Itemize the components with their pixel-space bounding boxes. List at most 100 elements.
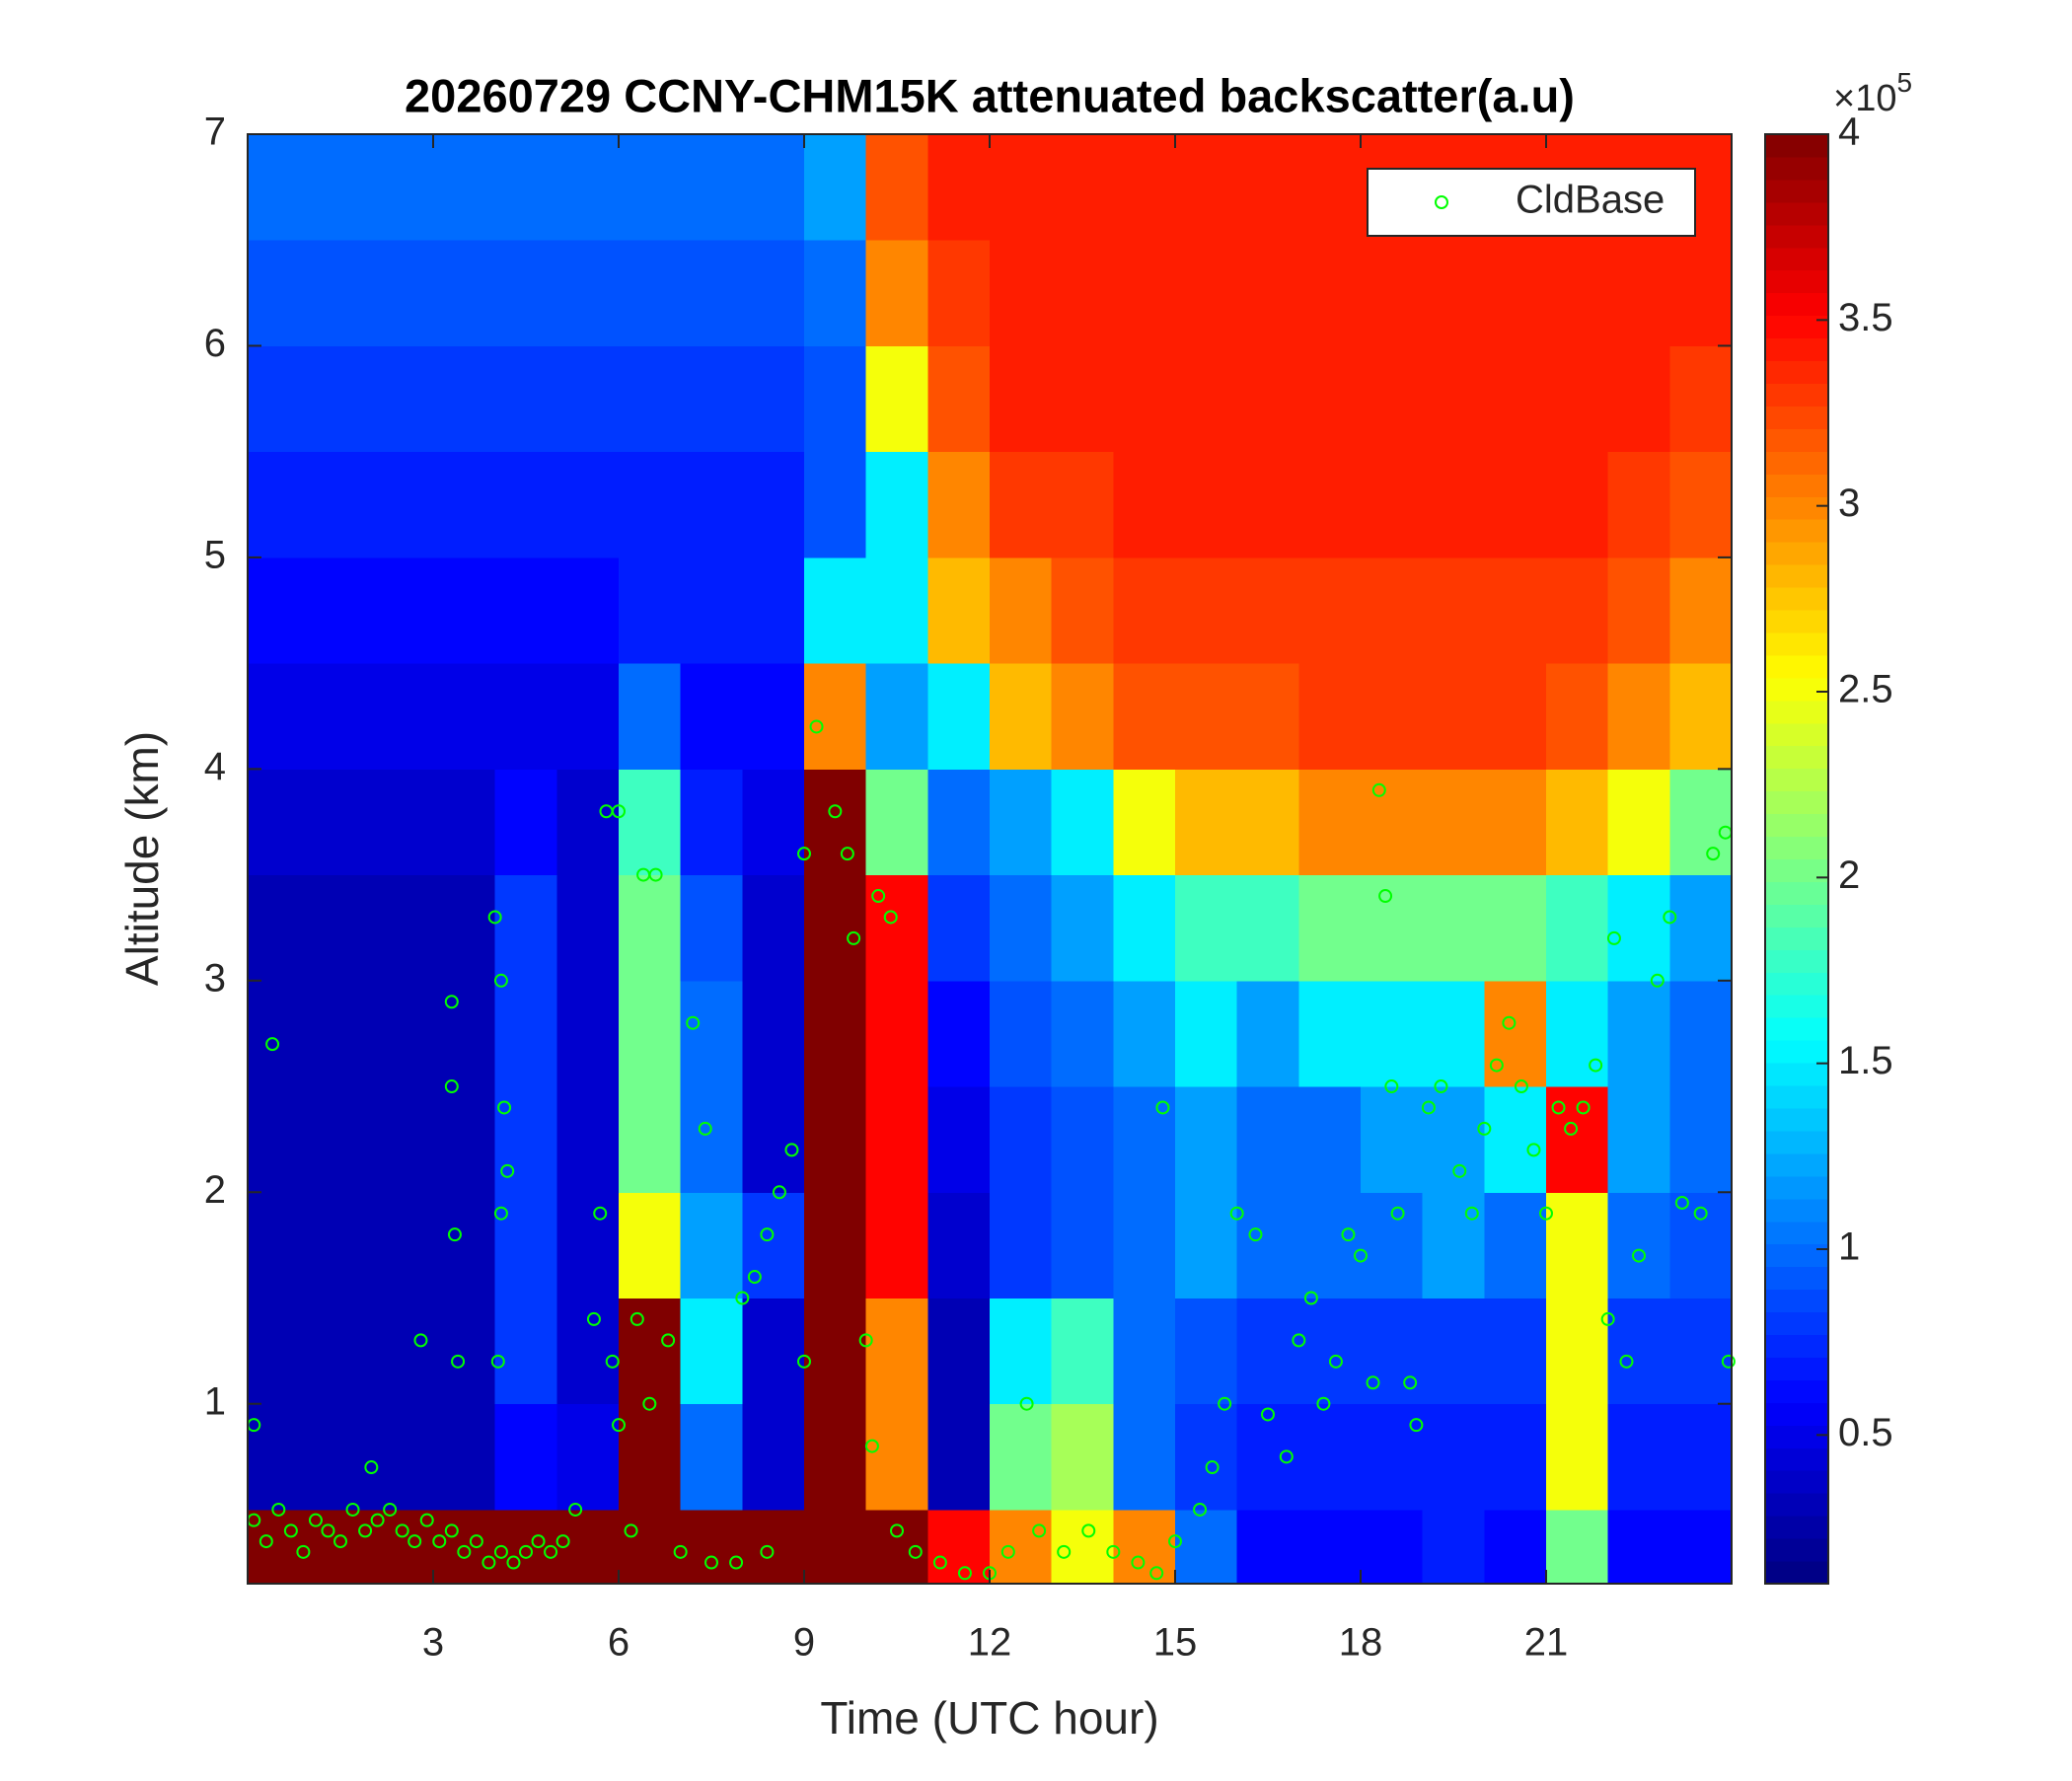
colorbar-swatch	[1765, 428, 1828, 452]
colorbar-tick-label: 1	[1838, 1225, 1860, 1269]
cloud-base-point	[1303, 1291, 1318, 1305]
heatmap-cell	[494, 1298, 557, 1405]
cloud-base-point	[432, 1534, 447, 1549]
colorbar-swatch	[1765, 1516, 1828, 1539]
heatmap-cell	[1546, 1403, 1609, 1511]
heatmap-cell	[1236, 1509, 1299, 1585]
colorbar-swatch	[1765, 790, 1828, 815]
heatmap-cell	[804, 1298, 867, 1405]
colorbar-swatch	[1765, 337, 1828, 362]
heatmap-cell	[1113, 451, 1176, 558]
cloud-base-point	[419, 1513, 434, 1527]
heatmap-cell	[742, 980, 805, 1087]
heatmap-cell	[1422, 240, 1485, 346]
cloud-base-point	[1000, 1544, 1015, 1559]
cloud-base-point	[1248, 1227, 1263, 1242]
heatmap-cell	[1113, 663, 1176, 770]
heatmap-cell	[742, 769, 805, 876]
heatmap-cell	[248, 240, 311, 346]
cloud-base-point	[1341, 1227, 1356, 1242]
heatmap-cell	[990, 1192, 1053, 1299]
colorbar-swatch	[1765, 1107, 1828, 1132]
heatmap-cell	[1484, 980, 1547, 1087]
cloud-base-point	[864, 1439, 879, 1453]
heatmap-cell	[680, 1192, 743, 1299]
cloud-base-point	[1663, 910, 1677, 925]
heatmap-cell	[990, 240, 1053, 346]
heatmap-cell	[1669, 663, 1733, 770]
heatmap-cell	[804, 1086, 867, 1193]
heatmap-cell	[804, 345, 867, 453]
heatmap-cell	[1607, 874, 1670, 982]
heatmap-cell	[1546, 1298, 1609, 1405]
colorbar-swatch	[1765, 1357, 1828, 1380]
heatmap-cell	[556, 1086, 620, 1193]
colorbar-swatch	[1765, 179, 1828, 203]
heatmap-cell	[742, 874, 805, 982]
heatmap-cell	[1236, 874, 1299, 982]
cloud-base-point	[1693, 1206, 1708, 1221]
heatmap-cell	[927, 1298, 991, 1405]
heatmap-cell	[1422, 1403, 1485, 1511]
heatmap-cell	[1484, 769, 1547, 876]
cloud-base-point	[1366, 1375, 1380, 1390]
heatmap-cell	[1546, 1192, 1609, 1299]
cloud-base-point	[407, 1534, 422, 1549]
cloud-base-point	[593, 1206, 608, 1221]
y-tick-label: 6	[204, 322, 226, 365]
heatmap-cell	[1175, 1192, 1238, 1299]
colorbar-swatch	[1765, 564, 1828, 588]
heatmap-cell	[1113, 1086, 1176, 1193]
heatmap-cell	[1546, 874, 1609, 982]
cloud-base-point	[797, 847, 811, 861]
y-tick-label: 2	[204, 1168, 226, 1212]
x-tick-label: 18	[1339, 1621, 1383, 1665]
heatmap-cell	[1175, 451, 1238, 558]
heatmap-cell	[742, 1509, 805, 1585]
heatmap-cell	[1175, 240, 1238, 346]
heatmap-cell	[433, 134, 496, 241]
cloud-base-point	[1409, 1418, 1424, 1433]
heatmap-cell	[1607, 1192, 1670, 1299]
heatmap-cell	[990, 557, 1053, 664]
heatmap-cell	[1236, 134, 1299, 241]
colorbar-swatch	[1765, 1402, 1828, 1426]
heatmap-cell	[1607, 451, 1670, 558]
heatmap-cell	[1175, 1298, 1238, 1405]
colorbar-swatch	[1765, 1063, 1828, 1086]
heatmap-cell	[865, 663, 928, 770]
heatmap-cell	[1113, 240, 1176, 346]
heatmap-cell	[1298, 557, 1362, 664]
heatmap-cell	[1361, 1192, 1424, 1299]
cloud-base-point	[447, 1227, 462, 1242]
colorbar-swatch	[1765, 1493, 1828, 1517]
colorbar-swatch	[1765, 1289, 1828, 1313]
heatmap-cell	[1236, 663, 1299, 770]
colorbar-swatch	[1765, 383, 1828, 407]
heatmap-cell	[1669, 1509, 1733, 1585]
heatmap-cell	[865, 1192, 928, 1299]
cloud-base-point	[568, 1502, 583, 1517]
cloud-base-point	[698, 1121, 712, 1136]
heatmap-cell	[248, 1192, 311, 1299]
heatmap-cell	[248, 874, 311, 982]
colorbar-swatch	[1765, 1017, 1828, 1041]
heatmap-cell	[494, 769, 557, 876]
cloud-base-point	[1155, 1100, 1170, 1115]
heatmap-cell	[1607, 1298, 1670, 1405]
heatmap-cell	[865, 769, 928, 876]
heatmap-cell	[742, 1403, 805, 1511]
heatmap-cell	[804, 1403, 867, 1511]
heatmap-cell	[433, 240, 496, 346]
heatmap-cell	[433, 1086, 496, 1193]
heatmap-cell	[1422, 345, 1485, 453]
cloud-base-point	[265, 1037, 280, 1052]
cloud-base-point	[345, 1502, 360, 1517]
heatmap-cell	[371, 980, 434, 1087]
heatmap-cell	[1175, 345, 1238, 453]
cloud-base-point	[271, 1502, 286, 1517]
heatmap-cell	[1361, 1509, 1424, 1585]
heatmap-cell	[1669, 874, 1733, 982]
heatmap-cell	[619, 240, 682, 346]
